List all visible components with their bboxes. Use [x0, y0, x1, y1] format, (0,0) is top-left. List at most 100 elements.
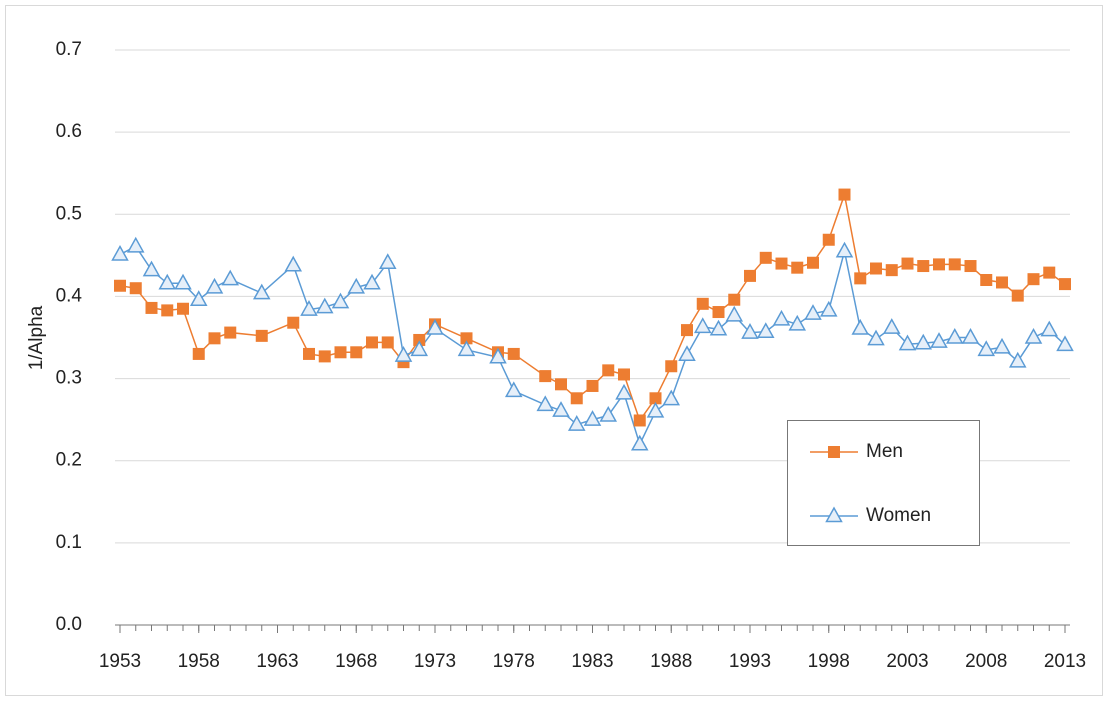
legend-label: Women — [866, 505, 931, 526]
x-tick-label: 1968 — [335, 651, 377, 672]
point — [303, 347, 315, 360]
point — [602, 364, 615, 377]
point — [536, 395, 555, 412]
point — [646, 401, 665, 418]
x-tick-label: 1993 — [729, 651, 771, 672]
point — [791, 261, 804, 274]
point — [870, 262, 882, 275]
y-tick-label: 0.6 — [56, 121, 82, 142]
point — [378, 253, 397, 269]
point — [930, 332, 948, 348]
point — [570, 392, 583, 405]
point — [882, 318, 901, 334]
point — [567, 415, 586, 431]
point — [712, 306, 725, 319]
point — [977, 340, 996, 357]
x-tick-label: 1983 — [571, 651, 613, 672]
point — [822, 233, 835, 246]
point — [1056, 335, 1074, 352]
point — [775, 257, 788, 270]
point — [129, 282, 142, 295]
point — [854, 272, 867, 285]
y-tick-label: 0.0 — [56, 614, 82, 635]
x-tick-label: 1963 — [256, 651, 298, 672]
point — [709, 319, 728, 336]
legend-box — [787, 420, 980, 546]
point — [964, 260, 977, 273]
point — [284, 255, 303, 272]
point — [838, 188, 851, 201]
point — [725, 305, 744, 322]
point — [504, 381, 523, 398]
point — [161, 304, 174, 317]
point — [649, 392, 662, 405]
point — [145, 301, 158, 314]
point — [933, 258, 945, 271]
x-tick-label: 2013 — [1044, 651, 1086, 672]
point — [583, 410, 602, 426]
point — [1059, 278, 1071, 291]
point — [678, 345, 696, 361]
point — [300, 300, 318, 316]
point — [552, 401, 570, 417]
point — [945, 327, 964, 344]
point — [1011, 289, 1024, 302]
point — [224, 326, 237, 339]
point — [287, 316, 300, 329]
point — [586, 379, 599, 392]
point — [381, 336, 394, 349]
point — [662, 389, 681, 406]
point — [1024, 327, 1043, 344]
point — [914, 333, 933, 350]
legend-label: Men — [866, 441, 903, 462]
point — [331, 292, 350, 309]
point — [901, 257, 914, 270]
point — [221, 269, 240, 286]
point — [728, 293, 741, 306]
point — [693, 317, 712, 334]
point — [867, 329, 885, 346]
point — [898, 334, 917, 351]
point — [759, 251, 772, 264]
point — [366, 336, 378, 349]
point — [174, 273, 192, 290]
point — [1043, 266, 1056, 279]
point — [615, 383, 633, 400]
point — [460, 332, 473, 345]
point — [205, 277, 224, 294]
x-tick-label: 1958 — [178, 651, 220, 672]
point — [347, 277, 366, 294]
point — [350, 346, 363, 359]
point — [111, 244, 129, 261]
point — [457, 340, 476, 357]
point — [696, 297, 709, 310]
point — [807, 256, 819, 269]
point — [413, 333, 426, 346]
point — [539, 370, 552, 383]
point — [788, 314, 807, 331]
point — [142, 260, 161, 277]
point — [917, 260, 930, 273]
point — [885, 264, 898, 277]
point — [744, 269, 756, 282]
point — [993, 337, 1011, 354]
x-tick-label: 1973 — [414, 651, 456, 672]
point — [851, 318, 870, 335]
y-tick-label: 0.3 — [56, 368, 82, 389]
point — [363, 273, 381, 290]
point — [158, 273, 177, 290]
x-tick-label: 1953 — [99, 651, 141, 672]
point — [114, 279, 126, 292]
point — [394, 346, 413, 362]
legend-marker — [825, 506, 843, 523]
point — [804, 304, 822, 320]
y-axis-label: 1/Alpha — [26, 305, 47, 370]
point — [177, 302, 189, 315]
x-tick-label: 2003 — [886, 651, 928, 672]
x-tick-label: 2008 — [965, 651, 1007, 672]
legend-marker — [828, 446, 840, 458]
point — [835, 241, 854, 258]
point — [681, 324, 693, 337]
y-tick-label: 0.5 — [56, 203, 82, 224]
